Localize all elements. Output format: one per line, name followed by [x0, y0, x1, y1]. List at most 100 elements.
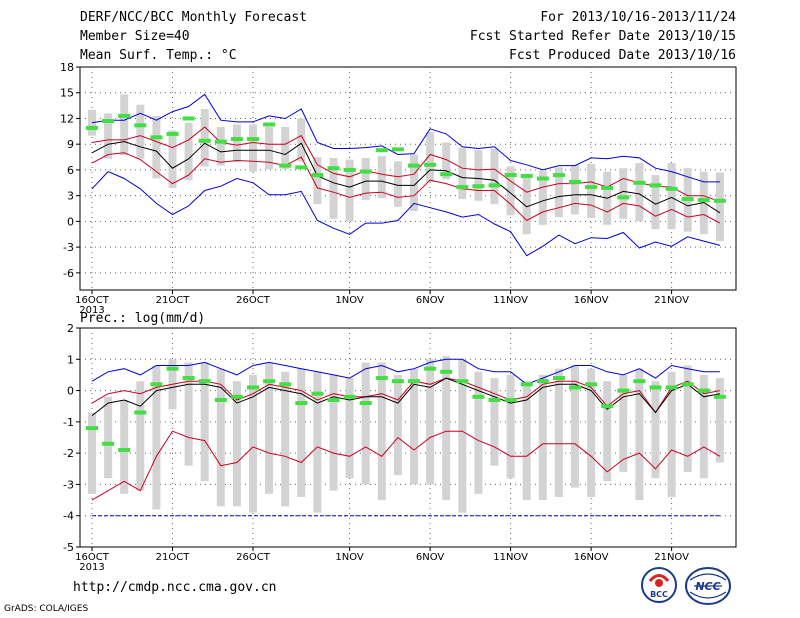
spread-box	[152, 115, 161, 179]
spread-box	[458, 359, 467, 513]
header-left: DERF/NCC/BCC Monthly Forecast Member Size…	[80, 8, 307, 65]
obs-mark	[456, 379, 469, 384]
obs-mark	[247, 385, 259, 390]
spread-box	[232, 381, 241, 507]
spread-box	[361, 362, 370, 485]
forecast-period: For 2013/10/16-2013/11/24	[540, 10, 736, 25]
spread-box	[587, 368, 596, 497]
obs-mark	[327, 166, 340, 171]
obs-mark	[424, 366, 437, 371]
spread-box	[715, 378, 724, 463]
spread-box	[651, 175, 660, 230]
obs-mark	[391, 147, 404, 152]
spread-box	[667, 371, 676, 497]
obs-mark	[182, 116, 195, 121]
obs-mark	[569, 179, 581, 184]
obs-mark	[585, 185, 598, 190]
obs-mark	[295, 165, 308, 170]
source-url[interactable]: http://cmdp.ncc.cma.gov.cn	[73, 580, 277, 595]
obs-mark	[343, 394, 356, 399]
y-tick-label: -4	[63, 510, 74, 523]
obs-mark	[552, 173, 565, 178]
obs-mark	[230, 394, 243, 399]
obs-mark	[230, 137, 243, 142]
obs-mark	[134, 123, 147, 128]
spread-box	[232, 124, 241, 163]
spread-box	[667, 163, 676, 230]
bcc-logo-icon: BCC	[641, 567, 677, 603]
spread-box	[538, 374, 547, 501]
spread-box	[200, 362, 209, 482]
y-tick-label: 6	[67, 164, 74, 177]
y-tick-label: 3	[67, 190, 74, 203]
y-tick-label: 12	[60, 112, 74, 125]
spread-box	[184, 122, 193, 181]
spread-box	[104, 113, 113, 159]
spread-box	[699, 374, 708, 479]
obs-mark	[424, 162, 437, 167]
x-tick-label: 6NOV	[416, 295, 445, 306]
max-line	[91, 93, 720, 183]
lower-line	[91, 430, 721, 501]
spread-box	[603, 381, 612, 482]
obs-mark	[391, 379, 404, 384]
y-tick-label: 0	[67, 385, 74, 398]
obs-mark	[134, 410, 147, 415]
y-tick-label: -6	[63, 267, 74, 280]
spread-box	[377, 362, 386, 501]
y-tick-label: -5	[63, 541, 74, 554]
spread-box	[297, 368, 306, 497]
max-line	[91, 358, 720, 385]
spread-box	[442, 142, 451, 180]
produced-date: Fcst Produced Date 2013/10/16	[509, 48, 736, 63]
obs-mark	[649, 385, 662, 390]
spread-box	[635, 163, 644, 222]
spread-box	[313, 157, 322, 205]
spread-box	[715, 172, 724, 242]
obs-mark	[102, 119, 115, 124]
obs-mark	[617, 195, 630, 200]
x-tick-label: 1NOV	[335, 295, 364, 306]
obs-mark	[536, 176, 549, 181]
spread-box	[329, 374, 338, 491]
obs-mark	[472, 394, 485, 399]
spread-box	[683, 365, 692, 472]
obs-mark	[263, 122, 276, 127]
obs-mark	[601, 185, 614, 190]
spread-box	[458, 147, 467, 200]
grads-credit: GrADS: COLA/IGES	[4, 604, 89, 614]
spread-box	[506, 374, 515, 479]
y-tick-label: -3	[63, 241, 74, 254]
obs-mark	[150, 382, 163, 387]
x-tick-label: 26OCT	[236, 552, 271, 563]
x-tick-label: 16OCT	[75, 295, 110, 306]
spread-box	[522, 381, 531, 501]
y-tick-label: -2	[63, 447, 74, 460]
obs-mark	[182, 376, 195, 381]
x-tick-label: 21OCT	[156, 295, 191, 306]
obs-mark	[681, 382, 694, 387]
spread-box	[554, 368, 563, 497]
obs-mark	[440, 369, 453, 374]
obs-mark	[166, 366, 179, 371]
spread-box	[442, 356, 451, 501]
upper-line	[91, 126, 721, 203]
bcc-logo-text: BCC	[650, 590, 668, 599]
spread-box	[554, 167, 563, 218]
obs-mark	[263, 379, 276, 384]
obs-mark	[697, 388, 710, 393]
ncc-logo-icon: NCC	[685, 567, 731, 605]
spread-box	[410, 154, 418, 212]
spread-box	[168, 130, 177, 188]
spread-box	[281, 371, 290, 507]
spread-box	[120, 94, 129, 156]
obs-mark	[488, 183, 501, 188]
spread-box	[313, 371, 322, 513]
obs-mark	[295, 401, 308, 406]
x-tick-label: 16OCT	[75, 552, 110, 563]
y-tick-label: -1	[63, 416, 74, 429]
spread-box	[490, 378, 499, 466]
spread-box	[587, 163, 596, 218]
spread-box	[281, 127, 290, 170]
obs-mark	[86, 426, 98, 431]
